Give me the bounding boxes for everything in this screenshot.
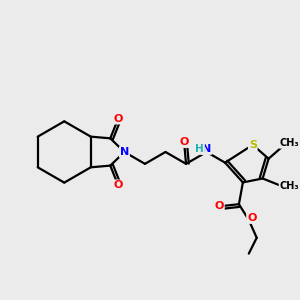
Text: N: N [202, 144, 211, 154]
Text: CH₃: CH₃ [280, 182, 299, 191]
Text: O: O [214, 201, 224, 211]
Text: CH₃: CH₃ [280, 138, 299, 148]
Text: H: H [195, 144, 204, 154]
Text: S: S [249, 140, 257, 150]
Text: O: O [113, 114, 123, 124]
Text: N: N [120, 147, 129, 157]
Text: O: O [113, 180, 123, 190]
Text: O: O [179, 137, 189, 147]
Text: O: O [247, 213, 256, 223]
